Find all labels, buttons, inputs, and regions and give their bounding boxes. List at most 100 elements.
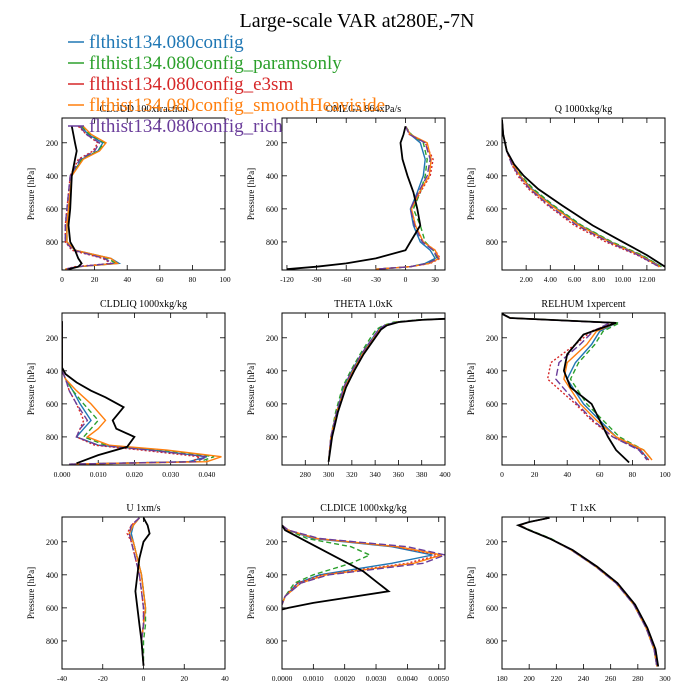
y-tick-label: 400 [46,367,58,376]
series-line-2 [65,125,118,270]
panel-7: U 1xm/s Pressure [hPa] 200 400 600 800 -40 -20 0… [26,503,229,683]
x-tick-label: 0 [60,275,64,284]
series-line-5 [327,318,445,462]
reference-line [327,317,445,462]
panel-title: Q 1000xkg/kg [555,104,613,115]
legend-label: flthist134.080config_smoothHeaviside [89,95,385,116]
x-tick-label: 0.020 [126,470,143,479]
panel-5: THETA 1.0xK Pressure [hPa] 200 400 600 800 280… [246,299,451,479]
x-tick-label: 400 [439,470,451,479]
series-line-3 [502,119,660,268]
x-tick-label: -30 [371,275,381,284]
y-tick-label: 400 [486,571,498,580]
x-tick-label: 380 [416,470,428,479]
y-tick-label: 600 [266,400,278,409]
plot-frame [501,312,666,466]
panel-title: CLOUD 100xfraction [99,104,187,115]
panel-title: THETA 1.0xK [334,299,393,310]
y-tick-label: 200 [46,538,58,547]
y-tick-label: 200 [486,334,498,343]
plot-frame [281,117,446,271]
series-group [502,119,665,268]
x-tick-label: 220 [551,674,563,683]
series-group [126,517,151,666]
y-tick-label: 600 [266,205,278,214]
x-tick-label: 30 [431,275,439,284]
series-line-3 [126,517,145,666]
series-line-1 [502,119,662,268]
x-tick-label: 360 [393,470,405,479]
x-tick-label: 0.0020 [334,674,355,683]
series-line-1 [62,321,208,465]
legend-entry: flthist134.080config_smoothHeaviside [68,95,385,116]
y-tick-label: 200 [46,334,58,343]
legend-entry: flthist134.080config [68,32,244,53]
legend-label: flthist134.080config_rich [89,116,283,137]
series-group [282,524,445,611]
x-tick-label: 2.00 [520,275,533,284]
y-tick-label: 600 [46,400,58,409]
x-tick-label: 260 [605,674,617,683]
x-tick-label: 0 [142,674,146,683]
x-tick-label: 4.00 [544,275,557,284]
series-line-2 [502,313,653,461]
x-tick-label: 8.00 [592,275,605,284]
panel-3: Q 1000xkg/kg Pressure [hPa] 200 400 600 800 2.… [466,104,666,284]
panel-4: CLDLIQ 1000xkg/kg Pressure [hPa] 200 400 600… [26,299,226,479]
x-tick-label: 0.0000 [272,674,293,683]
series-line-1 [517,517,658,667]
y-tick-label: 200 [486,139,498,148]
x-tick-label: 60 [596,470,604,479]
y-tick-label: 200 [266,139,278,148]
x-tick-label: 240 [578,674,590,683]
y-tick-label: 400 [266,367,278,376]
x-tick-label: 6.00 [568,275,581,284]
series-line-2 [62,321,215,465]
reference-line [134,517,151,666]
y-tick-label: 600 [46,205,58,214]
x-tick-label: 0.030 [162,470,179,479]
x-tick-label: 180 [496,674,508,683]
series-line-2 [282,524,372,605]
reference-line [282,524,391,611]
series-line-5 [502,313,648,461]
x-tick-label: -60 [341,275,351,284]
series-line-5 [64,125,115,270]
x-tick-label: 0 [500,470,504,479]
y-tick-label: 800 [486,238,498,247]
x-tick-label: 340 [370,470,382,479]
y-tick-label: 800 [46,637,58,646]
legend: flthist134.080config flthist134.080config… [68,32,385,137]
x-tick-label: 80 [629,470,637,479]
series-line-2 [327,318,445,462]
x-tick-label: -120 [280,275,294,284]
legend-entry: flthist134.080config_rich [68,116,283,137]
y-tick-label: 400 [486,172,498,181]
panel-title: U 1xm/s [126,503,160,514]
x-tick-label: 20 [91,275,99,284]
x-tick-label: 20 [181,674,189,683]
panel-9: T 1xK Pressure [hPa] 200 400 600 800 180 200 220… [466,503,671,683]
x-tick-label: 80 [189,275,197,284]
y-tick-label: 800 [46,238,58,247]
series-line-4 [327,318,445,462]
y-tick-label: 200 [486,538,498,547]
series-group [64,125,122,270]
x-tick-label: -20 [98,674,108,683]
series-line-4 [517,517,658,667]
x-tick-label: 100 [659,470,671,479]
y-tick-label: 800 [266,238,278,247]
reference-line [502,119,665,268]
x-tick-label: 40 [221,674,229,683]
series-line-5 [282,524,445,605]
y-axis-label: Pressure [hPa] [466,168,476,220]
x-tick-label: 300 [659,674,671,683]
x-tick-label: 0.0050 [428,674,449,683]
x-tick-label: 280 [300,470,312,479]
x-tick-label: 60 [156,275,164,284]
series-line-4 [375,125,441,270]
series-line-5 [517,517,658,667]
y-axis-label: Pressure [hPa] [466,363,476,415]
x-tick-label: 40 [123,275,131,284]
